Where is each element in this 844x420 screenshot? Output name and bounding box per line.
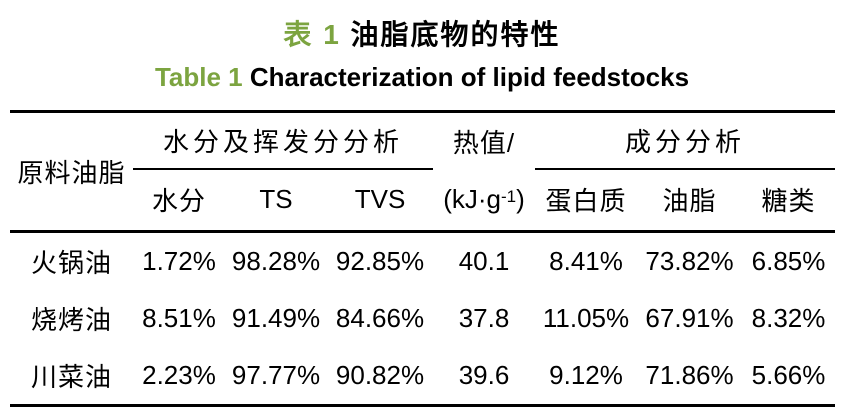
column-group-moisture-volatile-analysis: 水分及挥发分分析 <box>133 111 434 170</box>
table-cell: 71.86% <box>645 360 734 391</box>
table-cell: 2.23% <box>142 360 216 391</box>
column-header-moisture: 水分 <box>133 168 225 233</box>
table-cell: 92.85% <box>335 245 425 276</box>
heat-unit-open: (kJ·g <box>443 183 501 214</box>
table-cell: 11.05% <box>542 303 630 333</box>
column-header-feedstock: 原料油脂 <box>10 111 133 233</box>
column-header-protein: 蛋白质 <box>535 168 638 233</box>
table-caption-zh-number: 表 1 <box>283 19 341 50</box>
table-caption-zh: 表 1 油脂底物的特性 <box>0 0 844 54</box>
lipid-feedstocks-table: 原料油脂 水分及挥发分分析 热值/ (kJ·g -1) 成分分析 水分 TS TV… <box>10 110 836 407</box>
column-header-tvs: TVS <box>327 168 434 233</box>
column-header-lipid: 油脂 <box>637 168 743 233</box>
table-cell: 90.82% <box>335 360 425 391</box>
table-cell: 39.6 <box>458 360 510 391</box>
table-cell: 91.49% <box>231 303 321 333</box>
table-cell: 1.72% <box>142 245 216 276</box>
table-caption-en: Table 1 Characterization of lipid feedst… <box>0 60 844 94</box>
table-cell: 8.41% <box>549 245 623 276</box>
table-row-bbq-oil: 烧烤油 8.51% 91.49% 84.66% 37.8 11.05% 67.9… <box>10 290 835 348</box>
header-row-columns: 水分 TS TVS 蛋白质 油脂 糖类 <box>10 168 836 233</box>
heat-unit-close: ) <box>516 183 525 214</box>
table-row-hotpot-oil: 火锅油 1.72% 98.28% 92.85% 40.1 8.41% 73.82… <box>10 232 835 290</box>
column-header-sugar: 糖类 <box>742 168 836 233</box>
table-cell: 40.1 <box>458 245 510 276</box>
table-cell: 97.77% <box>231 360 321 391</box>
table-caption-en-number: Table 1 <box>154 62 243 92</box>
table-cell: 37.8 <box>458 303 510 333</box>
table-cell: 73.82% <box>645 245 734 276</box>
table-row-sichuan-oil: 川菜油 2.23% 97.77% 90.82% 39.6 9.12% 71.86… <box>10 348 835 406</box>
table-cell: 67.91% <box>645 303 734 333</box>
heat-value-unit: (kJ·g -1) <box>443 183 525 214</box>
header-row-groups: 原料油脂 水分及挥发分分析 热值/ (kJ·g -1) 成分分析 <box>10 111 836 233</box>
table-cell: 98.28% <box>231 245 321 276</box>
column-header-heat-value: 热值/ (kJ·g -1) <box>433 111 536 233</box>
column-group-composition-analysis: 成分分析 <box>535 111 836 170</box>
table-cell: 5.66% <box>751 360 826 391</box>
table-cell: 84.66% <box>335 303 425 333</box>
heat-value-label: 热值/ <box>452 127 516 158</box>
table-caption-zh-text: 油脂底物的特性 <box>340 19 561 50</box>
table-cell: 8.32% <box>751 303 826 333</box>
column-header-ts: TS <box>225 168 327 233</box>
table-caption-en-text: Characterization of lipid feedstocks <box>242 62 690 92</box>
row-label: 烧烤油 <box>30 305 112 335</box>
table-cell: 6.85% <box>751 245 826 276</box>
row-label: 川菜油 <box>30 362 112 393</box>
table-cell: 8.51% <box>142 303 216 333</box>
table-cell: 9.12% <box>549 360 623 391</box>
row-label: 火锅油 <box>30 247 112 278</box>
